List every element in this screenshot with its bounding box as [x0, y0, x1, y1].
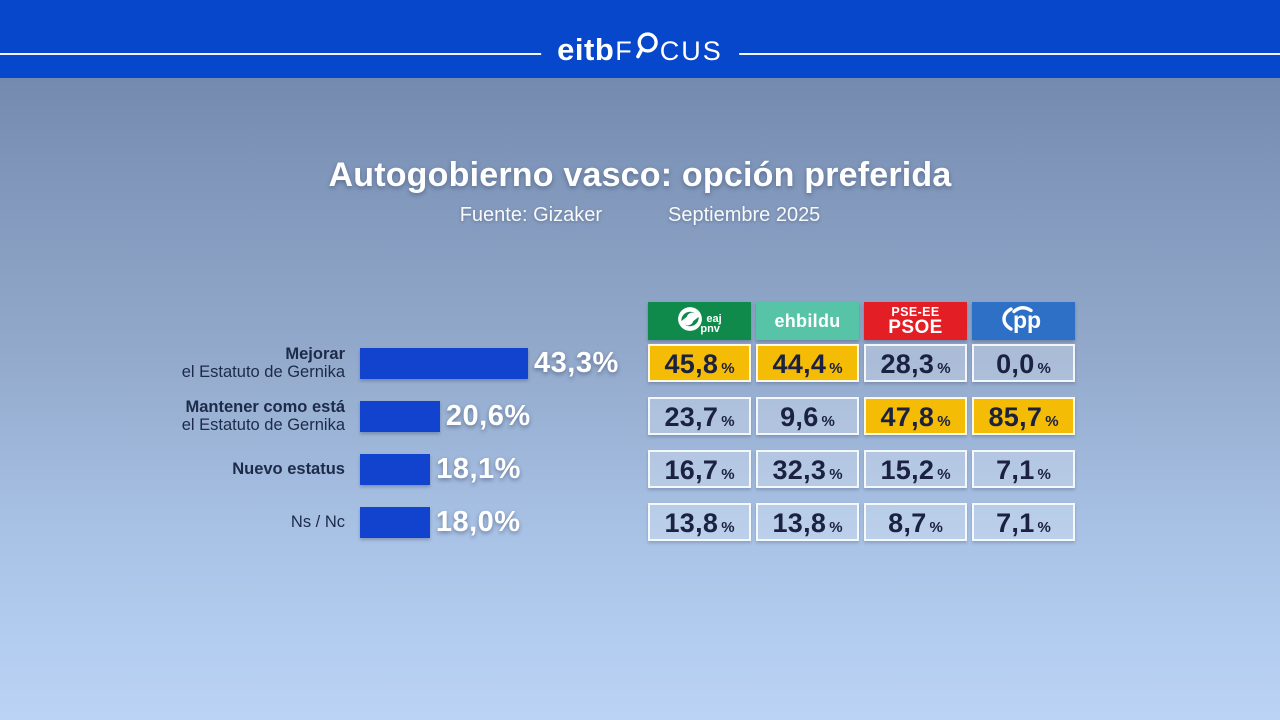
party-header-eh-bildu: ehbildu [756, 302, 859, 340]
category-label: Mantener como está el Estatuto de Gernik… [181, 398, 345, 434]
focus-wordmark-pre: F [615, 36, 634, 66]
table-cell: 44,4% [756, 344, 859, 382]
percent-sign: % [1045, 413, 1059, 430]
cell-value: 23,7 [664, 402, 719, 432]
table-cell: 85,7% [972, 397, 1075, 435]
bar-row: 18,0% [360, 503, 521, 541]
percent-sign: % [937, 413, 951, 430]
percent-sign: % [937, 360, 951, 377]
magnifier-icon [635, 31, 658, 65]
party-header-pse-ee-psoe: PSE-EE PSOE [864, 302, 967, 340]
table-cell: 15,2% [864, 450, 967, 488]
cell-value: 16,7 [664, 455, 719, 485]
percent-sign: % [929, 519, 943, 536]
cell-value: 9,6 [780, 402, 819, 432]
percent-sign: % [937, 466, 951, 483]
bar-value-label: 20,6% [445, 399, 531, 432]
table-cell: 16,7% [648, 450, 751, 488]
percent-sign: % [1037, 519, 1051, 536]
party-header-eaj-pnv: eaj pnv [648, 302, 751, 340]
cell-value: 15,2 [880, 455, 935, 485]
percent-sign: % [721, 413, 735, 430]
category-label: Mejorar el Estatuto de Gernika [181, 345, 345, 381]
table-cell: 47,8% [864, 397, 967, 435]
focus-wordmark-post: CUS [659, 36, 723, 66]
category-label: Nuevo estatus [232, 460, 345, 478]
bar-value-label: 18,0% [435, 505, 521, 538]
percent-sign: % [821, 413, 835, 430]
cell-value: 7,1 [996, 455, 1035, 485]
bar [360, 506, 430, 538]
ehbildu-wordmark: ehbildu [774, 310, 841, 331]
table-cell: 28,3% [864, 344, 967, 382]
table-row: 16,7% 32,3% 15,2% 7,1% [648, 450, 1075, 488]
table-cell: 13,8% [648, 503, 751, 541]
page-title: Autogobierno vasco: opción preferida [328, 156, 952, 194]
table-cell: 7,1% [972, 450, 1075, 488]
bar [360, 453, 431, 485]
bar-value-label: 18,1% [436, 452, 521, 485]
party-header-pp: pp [972, 302, 1075, 340]
bar-value-label: 43,3% [534, 346, 619, 379]
bar-row: 43,3% [360, 344, 619, 382]
table-cell: 45,8% [648, 344, 751, 382]
pnv-label: pnv [700, 323, 720, 335]
pp-logo-icon: pp [995, 304, 1053, 339]
percent-sign: % [721, 519, 735, 536]
percent-sign: % [829, 519, 843, 536]
cell-value: 44,4 [772, 349, 827, 379]
cell-value: 28,3 [880, 349, 935, 379]
pse-ee-label: PSE-EE [891, 304, 940, 319]
table-row: 23,7% 9,6% 47,8% 85,7% [648, 397, 1075, 435]
percent-sign: % [1037, 360, 1051, 377]
bar [360, 347, 528, 379]
bar [360, 400, 440, 432]
table-cell: 9,6% [756, 397, 859, 435]
cell-value: 47,8 [880, 402, 935, 432]
table-cell: 0,0% [972, 344, 1075, 382]
cell-value: 0,0 [996, 349, 1035, 379]
table-cell: 23,7% [648, 397, 751, 435]
table-row: 13,8% 13,8% 8,7% 7,1% [648, 503, 1075, 541]
subtitle-row: Fuente: Gizaker Septiembre 2025 [0, 204, 1280, 227]
table-cell: 8,7% [864, 503, 967, 541]
cell-value: 13,8 [772, 508, 827, 538]
cell-value: 8,7 [888, 508, 927, 538]
percent-sign: % [721, 360, 735, 377]
cell-value: 32,3 [772, 455, 827, 485]
percent-sign: % [1037, 466, 1051, 483]
svg-text:pp: pp [1013, 307, 1041, 333]
eaj-label: eaj [706, 313, 722, 325]
eitb-wordmark: eitb [557, 32, 615, 67]
percent-sign: % [721, 466, 735, 483]
top-brand-bar: eitb F CUS [0, 0, 1280, 78]
cell-value: 45,8 [664, 349, 719, 379]
table-cell: 13,8% [756, 503, 859, 541]
percent-sign: % [829, 466, 843, 483]
cell-value: 7,1 [996, 508, 1035, 538]
eitb-focus-logo: eitb F CUS [541, 31, 739, 68]
bar-row: 20,6% [360, 397, 531, 435]
period-label: Septiembre 2025 [667, 204, 821, 226]
table-cell: 7,1% [972, 503, 1075, 541]
party-header-row: eaj pnv ehbildu PSE-EE PSOE pp [648, 302, 1075, 340]
source-label: Fuente: Gizaker [459, 204, 602, 226]
percent-sign: % [829, 360, 843, 377]
table-row: 45,8% 44,4% 28,3% 0,0% [648, 344, 1075, 382]
cell-value: 85,7 [988, 402, 1043, 432]
category-label: Ns / Nc [290, 513, 345, 531]
bar-row: 18,1% [360, 450, 521, 488]
cell-value: 13,8 [664, 508, 719, 538]
table-cell: 32,3% [756, 450, 859, 488]
psoe-label: PSOE [888, 316, 943, 338]
eaj-pnv-logo-icon [677, 306, 703, 337]
